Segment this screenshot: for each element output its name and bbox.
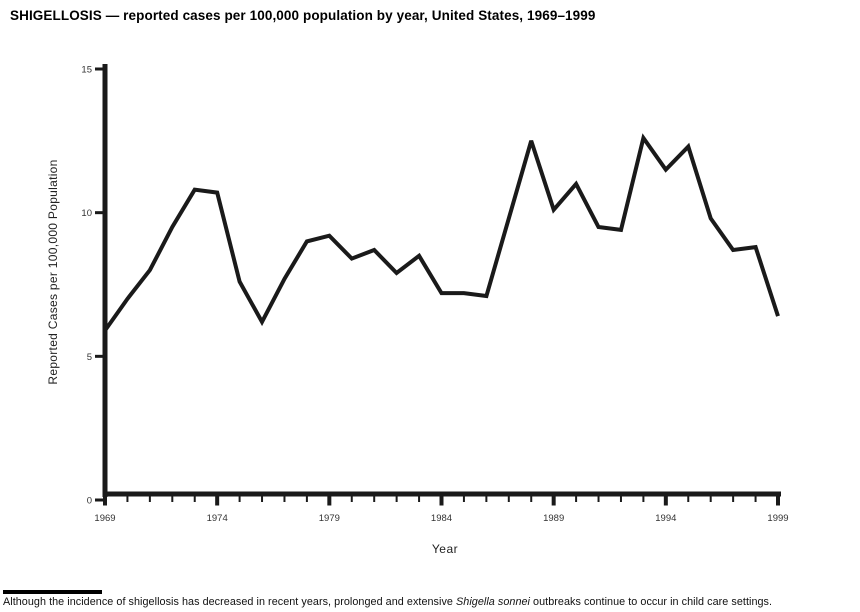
x-tick-label: 1974 <box>207 513 228 524</box>
x-tick-label: 1994 <box>655 513 676 524</box>
chart-title: SHIGELLOSIS — reported cases per 100,000… <box>10 8 596 23</box>
y-tick-label: 0 <box>87 496 92 507</box>
y-tick-label: 10 <box>81 208 92 219</box>
footnote-rule <box>3 590 102 594</box>
x-tick-label: 1984 <box>431 513 452 524</box>
y-axis-title: Reported Cases per 100,000 Population <box>46 159 60 384</box>
footnote-text: outbreaks continue to occur in child car… <box>530 596 773 608</box>
footnote-italic-text: Shigella sonnei <box>456 596 530 608</box>
data-line <box>103 133 780 332</box>
footnote-text: Although the incidence of shigellosis ha… <box>3 596 457 608</box>
line-chart: 0 5 10 15 1969 1974 1979 1984 1989 1994 1999 Report… <box>46 64 789 556</box>
x-tick-label: 1999 <box>767 513 788 524</box>
y-tick-label: 5 <box>87 352 92 363</box>
x-tick-label: 1989 <box>543 513 564 524</box>
y-tick-label: 15 <box>81 65 92 76</box>
x-axis-title: Year <box>432 542 458 556</box>
x-tick-label: 1979 <box>319 513 340 524</box>
x-tick-label: 1969 <box>94 513 115 524</box>
footnote: Although the incidence of shigellosis ha… <box>3 596 858 608</box>
